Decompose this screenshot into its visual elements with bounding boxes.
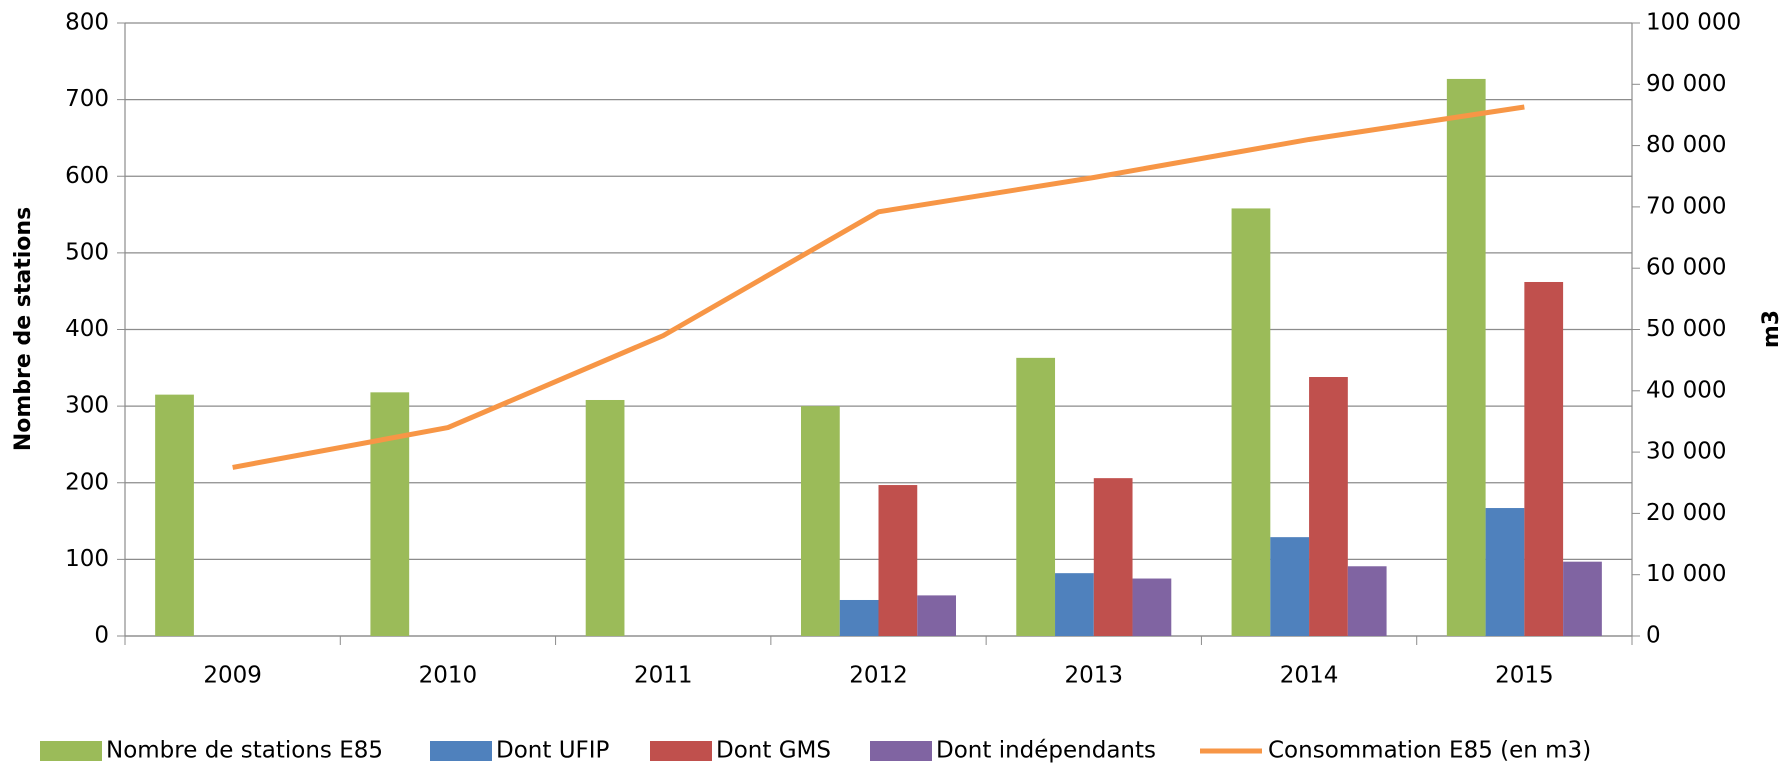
y2-axis-title: m3 — [1759, 310, 1784, 348]
bar — [1563, 561, 1602, 636]
bar — [839, 599, 879, 636]
y-tick-label: 800 — [65, 10, 109, 36]
x-tick-label: 2013 — [1065, 663, 1124, 689]
x-tick-label: 2015 — [1495, 663, 1554, 689]
bar — [917, 595, 957, 636]
x-tick-label: 2011 — [634, 663, 693, 689]
y2-tick-label: 50 000 — [1646, 316, 1726, 342]
bar — [1055, 573, 1094, 636]
x-tick-label: 2014 — [1280, 663, 1339, 689]
bar — [155, 394, 194, 636]
y-tick-label: 0 — [94, 623, 109, 649]
legend-label: Dont indépendants — [936, 738, 1156, 764]
x-tick-label: 2010 — [419, 663, 478, 689]
y2-tick-label: 10 000 — [1646, 561, 1726, 587]
legend-swatch — [40, 741, 102, 761]
bar — [1231, 208, 1271, 636]
bar — [370, 392, 410, 636]
y2-tick-label: 70 000 — [1646, 193, 1726, 219]
legend-swatch — [870, 741, 932, 761]
y-tick-label: 300 — [65, 393, 109, 419]
y2-tick-label: 60 000 — [1646, 255, 1726, 281]
bar — [1309, 377, 1348, 636]
bar — [1347, 566, 1387, 636]
y2-tick-label: 90 000 — [1646, 71, 1726, 97]
bar — [1446, 78, 1486, 636]
y-tick-label: 500 — [65, 239, 109, 265]
y2-tick-label: 0 — [1646, 623, 1661, 649]
y-tick-label: 600 — [65, 163, 109, 189]
y2-tick-label: 40 000 — [1646, 377, 1726, 403]
bar — [800, 406, 840, 636]
y2-tick-label: 30 000 — [1646, 439, 1726, 465]
x-tick-label: 2012 — [849, 663, 908, 689]
y-tick-label: 400 — [65, 316, 109, 342]
bar — [1270, 537, 1310, 636]
y-tick-label: 700 — [65, 86, 109, 112]
line — [232, 104, 1525, 470]
legend-swatch — [650, 741, 712, 761]
bar — [878, 485, 918, 636]
y-axis-title: Nombre de stations — [11, 207, 36, 451]
y2-tick-label: 100 000 — [1646, 10, 1741, 36]
legend-label: Consommation E85 (en m3) — [1268, 738, 1591, 764]
bar — [1132, 578, 1172, 636]
bar — [1016, 357, 1056, 636]
legend-label: Dont GMS — [716, 738, 831, 764]
y2-tick-label: 20 000 — [1646, 500, 1726, 526]
x-tick-label: 2009 — [203, 663, 262, 689]
y2-tick-label: 80 000 — [1646, 132, 1726, 158]
bar — [1093, 478, 1133, 636]
bar — [585, 399, 625, 636]
y-tick-label: 100 — [65, 546, 109, 572]
bar — [1524, 281, 1564, 636]
legend-swatch — [430, 741, 492, 761]
bar — [1485, 508, 1525, 636]
legend-label: Dont UFIP — [496, 738, 610, 764]
y-tick-label: 200 — [65, 469, 109, 495]
legend-label: Nombre de stations E85 — [106, 738, 383, 764]
